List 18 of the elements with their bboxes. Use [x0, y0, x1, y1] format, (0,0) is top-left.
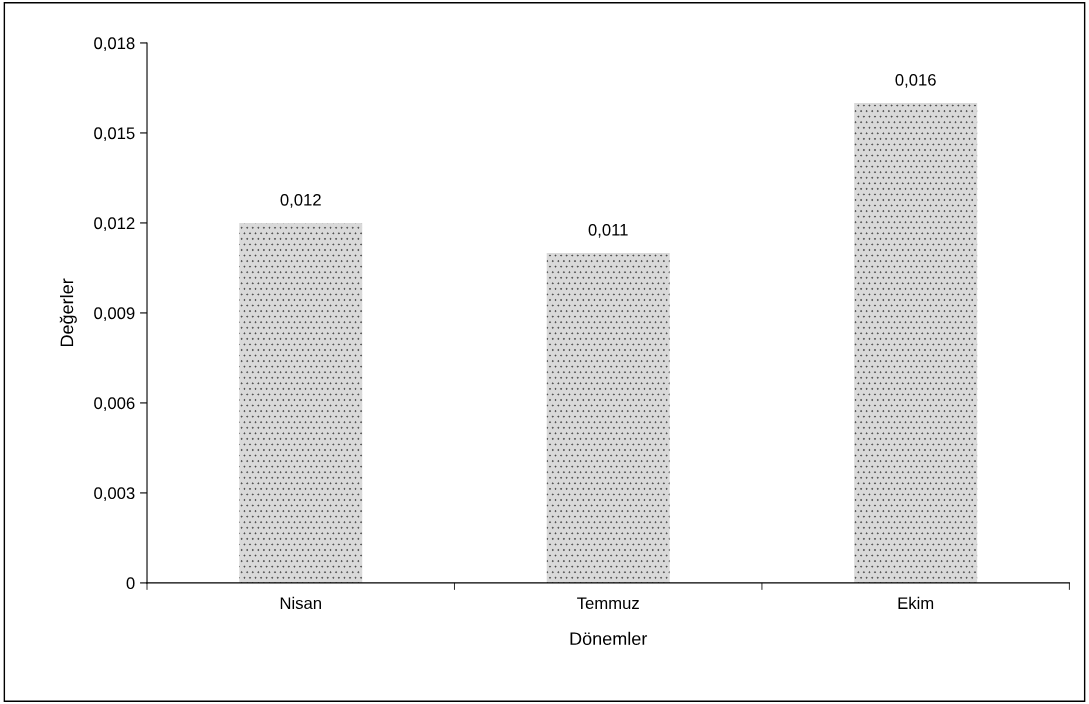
y-tick-label: 0,006 — [94, 397, 135, 412]
y-tick-label: 0 — [126, 577, 135, 590]
bar — [854, 102, 978, 583]
x-tick-label: Ekim — [898, 596, 934, 609]
y-tick-label: 0,003 — [94, 487, 135, 502]
data-label: 0,016 — [895, 73, 936, 88]
x-tick-label: Temmuz — [577, 597, 639, 610]
y-axis-title: Değerler — [59, 278, 77, 347]
x-tick-label: Nisan — [280, 596, 321, 610]
data-label: 0,011 — [588, 223, 628, 238]
bar — [546, 252, 670, 583]
y-tick-label: 0,012 — [94, 217, 135, 232]
x-axis-title: Dönemler — [570, 631, 648, 646]
y-tick-label: 0,015 — [94, 127, 135, 142]
y-tick-label: 0,018 — [94, 37, 135, 52]
y-tick-label: 0,009 — [94, 307, 135, 322]
bar — [239, 222, 363, 583]
data-label: 0,012 — [280, 193, 321, 208]
